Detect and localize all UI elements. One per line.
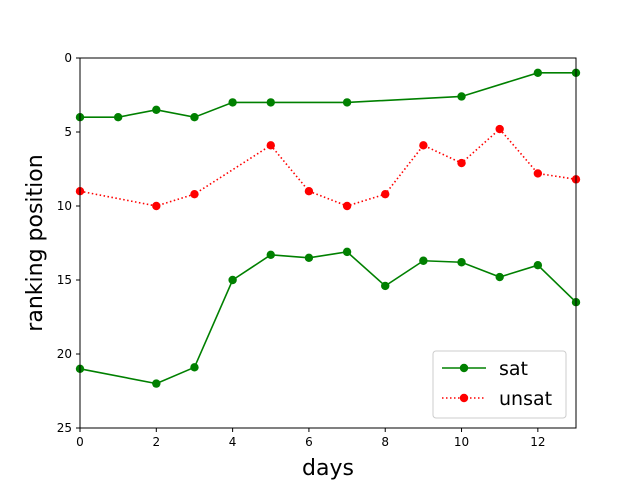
data-point bbox=[533, 261, 543, 270]
y-tick-label: 10 bbox=[57, 199, 72, 213]
data-point bbox=[152, 105, 161, 115]
x-tick-label: 10 bbox=[454, 435, 469, 449]
y-tick-label: 20 bbox=[57, 347, 72, 361]
data-point bbox=[304, 187, 314, 196]
data-point bbox=[342, 247, 352, 257]
data-point bbox=[266, 98, 275, 107]
y-axis-label: ranking position bbox=[23, 154, 48, 331]
data-point bbox=[381, 281, 390, 291]
series-1 bbox=[75, 124, 581, 211]
y-axis-ticks: 0 5 10 15 20 25 bbox=[57, 51, 80, 435]
data-point bbox=[457, 258, 466, 267]
data-point bbox=[457, 92, 466, 101]
data-point bbox=[152, 201, 161, 211]
x-tick-label: 2 bbox=[152, 435, 160, 449]
data-point bbox=[342, 98, 352, 107]
data-point bbox=[457, 158, 466, 168]
y-tick-label: 0 bbox=[64, 51, 72, 65]
x-axis-label: days bbox=[302, 456, 354, 480]
data-point bbox=[495, 272, 504, 282]
data-point bbox=[190, 113, 199, 122]
y-tick-label: 5 bbox=[64, 125, 72, 139]
legend: sat unsat bbox=[432, 350, 567, 419]
x-tick-label: 0 bbox=[76, 435, 84, 449]
data-point bbox=[190, 363, 199, 372]
legend-label: unsat bbox=[499, 388, 552, 410]
data-point bbox=[190, 189, 199, 199]
legend-swatch-marker bbox=[459, 393, 469, 403]
x-axis-ticks: 0 2 4 6 8 10 12 bbox=[76, 428, 545, 449]
x-tick-label: 4 bbox=[229, 435, 237, 449]
y-tick-label: 15 bbox=[57, 273, 72, 287]
data-point bbox=[381, 189, 390, 199]
plot-frame bbox=[79, 57, 577, 429]
legend-swatch-marker bbox=[459, 363, 469, 373]
series-line bbox=[80, 72, 576, 119]
data-point bbox=[533, 68, 543, 78]
data-point bbox=[152, 379, 161, 388]
data-point bbox=[419, 141, 428, 150]
data-point bbox=[228, 275, 237, 285]
x-tick-label: 8 bbox=[381, 435, 389, 449]
data-point bbox=[228, 98, 237, 107]
series-2 bbox=[75, 247, 581, 388]
y-tick-label: 25 bbox=[57, 421, 72, 435]
data-point bbox=[266, 250, 275, 260]
data-point bbox=[266, 141, 275, 150]
data-point bbox=[495, 124, 504, 134]
data-point bbox=[419, 256, 428, 265]
data-point bbox=[342, 201, 352, 211]
x-tick-label: 6 bbox=[305, 435, 313, 449]
legend-label: sat bbox=[499, 358, 528, 380]
data-point bbox=[113, 113, 123, 122]
data-point bbox=[304, 253, 314, 262]
data-point bbox=[533, 169, 543, 178]
series-0 bbox=[75, 68, 581, 122]
x-tick-label: 12 bbox=[530, 435, 545, 449]
series-line bbox=[79, 127, 577, 207]
series-layer bbox=[75, 68, 581, 388]
